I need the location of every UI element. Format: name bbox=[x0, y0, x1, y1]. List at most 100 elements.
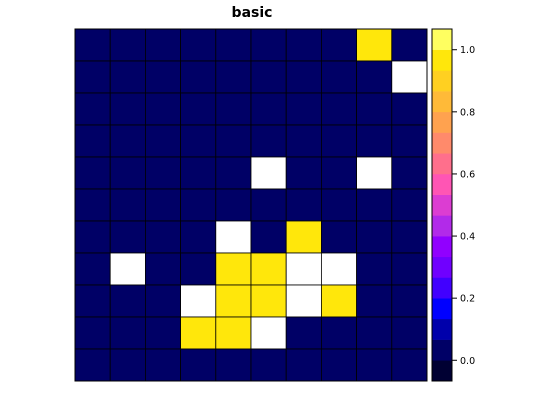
heatmap-cell bbox=[285, 60, 322, 94]
colorbar-segment bbox=[432, 91, 452, 113]
heatmap-cell bbox=[285, 124, 322, 158]
colorbar-tick-label: 1.0 bbox=[460, 45, 475, 56]
heatmap-cell bbox=[144, 156, 181, 190]
heatmap-cell bbox=[356, 284, 393, 318]
colorbar: 0.0 0.2 0.4 0.6 0.8 1.0 bbox=[431, 28, 475, 382]
heatmap-cell bbox=[391, 348, 428, 382]
heatmap-cell bbox=[356, 348, 393, 382]
heatmap-cell bbox=[250, 188, 287, 222]
heatmap-cell bbox=[215, 220, 252, 254]
heatmap-cell bbox=[144, 124, 181, 158]
heatmap-cell bbox=[109, 28, 146, 62]
heatmap-cell bbox=[180, 252, 217, 286]
heatmap-cell bbox=[250, 124, 287, 158]
heatmap-cell bbox=[74, 28, 111, 62]
colorbar-segment bbox=[432, 194, 452, 216]
heatmap-cell bbox=[391, 124, 428, 158]
heatmap-cell bbox=[144, 28, 181, 62]
heatmap-cell bbox=[320, 156, 357, 190]
heatmap-cell bbox=[250, 316, 287, 350]
heatmap-cell bbox=[356, 188, 393, 222]
colorbar-segment bbox=[432, 153, 452, 175]
heatmap-cell bbox=[74, 284, 111, 318]
heatmap-cell bbox=[320, 220, 357, 254]
heatmap-cell bbox=[180, 220, 217, 254]
colorbar-segment bbox=[432, 298, 452, 320]
heatmap-cell bbox=[356, 28, 393, 62]
heatmap-cell bbox=[144, 60, 181, 94]
colorbar-segment bbox=[432, 173, 452, 195]
heatmap-cells bbox=[74, 28, 428, 382]
heatmap-cell bbox=[144, 220, 181, 254]
heatmap-cell bbox=[109, 92, 146, 126]
heatmap-cell bbox=[215, 124, 252, 158]
heatmap-cell bbox=[391, 220, 428, 254]
heatmap-cell bbox=[356, 124, 393, 158]
heatmap-cell bbox=[144, 284, 181, 318]
heatmap-cell bbox=[320, 28, 357, 62]
heatmap-cell bbox=[74, 252, 111, 286]
heatmap-cell bbox=[391, 92, 428, 126]
heatmap-cell bbox=[250, 92, 287, 126]
heatmap-cell bbox=[74, 188, 111, 222]
heatmap-cell bbox=[144, 316, 181, 350]
heatmap-cell bbox=[180, 284, 217, 318]
heatmap-cell bbox=[109, 316, 146, 350]
heatmap-cell bbox=[356, 252, 393, 286]
heatmap-cell bbox=[356, 92, 393, 126]
heatmap-cell bbox=[250, 252, 287, 286]
heatmap-cell bbox=[250, 284, 287, 318]
heatmap-cell bbox=[285, 92, 322, 126]
heatmap-cell bbox=[74, 92, 111, 126]
heatmap-cell bbox=[250, 156, 287, 190]
colorbar-tick-label: 0.4 bbox=[460, 232, 475, 243]
heatmap-cell bbox=[109, 220, 146, 254]
heatmap-cell bbox=[74, 60, 111, 94]
heatmap-cell bbox=[285, 252, 322, 286]
heatmap-cell bbox=[144, 348, 181, 382]
colorbar-segment bbox=[432, 277, 452, 299]
heatmap-cell bbox=[391, 156, 428, 190]
heatmap-cell bbox=[215, 188, 252, 222]
colorbar-segment bbox=[432, 256, 452, 278]
colorbar-segment bbox=[432, 132, 452, 154]
heatmap-cell bbox=[109, 124, 146, 158]
colorbar-segment bbox=[432, 215, 452, 237]
heatmap-cell bbox=[215, 316, 252, 350]
colorbar-segment bbox=[432, 29, 452, 51]
heatmap-cell bbox=[180, 124, 217, 158]
colorbar-segment bbox=[432, 318, 452, 340]
colorbar-segment bbox=[432, 111, 452, 133]
plot-frame bbox=[74, 28, 428, 382]
colorbar-segment bbox=[432, 236, 452, 258]
heatmap-cell bbox=[180, 28, 217, 62]
heatmap-cell bbox=[285, 28, 322, 62]
heatmap-cell bbox=[320, 284, 357, 318]
heatmap-cell bbox=[250, 60, 287, 94]
heatmap-cell bbox=[250, 220, 287, 254]
heatmap-cell bbox=[320, 124, 357, 158]
colorbar-tick-label: 0.0 bbox=[460, 356, 475, 367]
heatmap-cell bbox=[250, 28, 287, 62]
heatmap-cell bbox=[391, 284, 428, 318]
heatmap-cell bbox=[74, 348, 111, 382]
heatmap-cell bbox=[285, 284, 322, 318]
heatmap-cell bbox=[109, 60, 146, 94]
heatmap-cell bbox=[356, 156, 393, 190]
heatmap-cell bbox=[250, 348, 287, 382]
heatmap-cell bbox=[215, 284, 252, 318]
heatmap-cell bbox=[109, 188, 146, 222]
heatmap-cell bbox=[180, 348, 217, 382]
heatmap-cell bbox=[215, 92, 252, 126]
colorbar-tick-label: 0.8 bbox=[460, 107, 475, 118]
heatmap-cell bbox=[74, 156, 111, 190]
heatmap-cell bbox=[285, 348, 322, 382]
heatmap-cell bbox=[74, 124, 111, 158]
heatmap-cell bbox=[285, 156, 322, 190]
heatmap-cell bbox=[215, 348, 252, 382]
heatmap-cell bbox=[180, 92, 217, 126]
heatmap-cell bbox=[180, 316, 217, 350]
heatmap-cell bbox=[144, 252, 181, 286]
heatmap-cell bbox=[391, 316, 428, 350]
